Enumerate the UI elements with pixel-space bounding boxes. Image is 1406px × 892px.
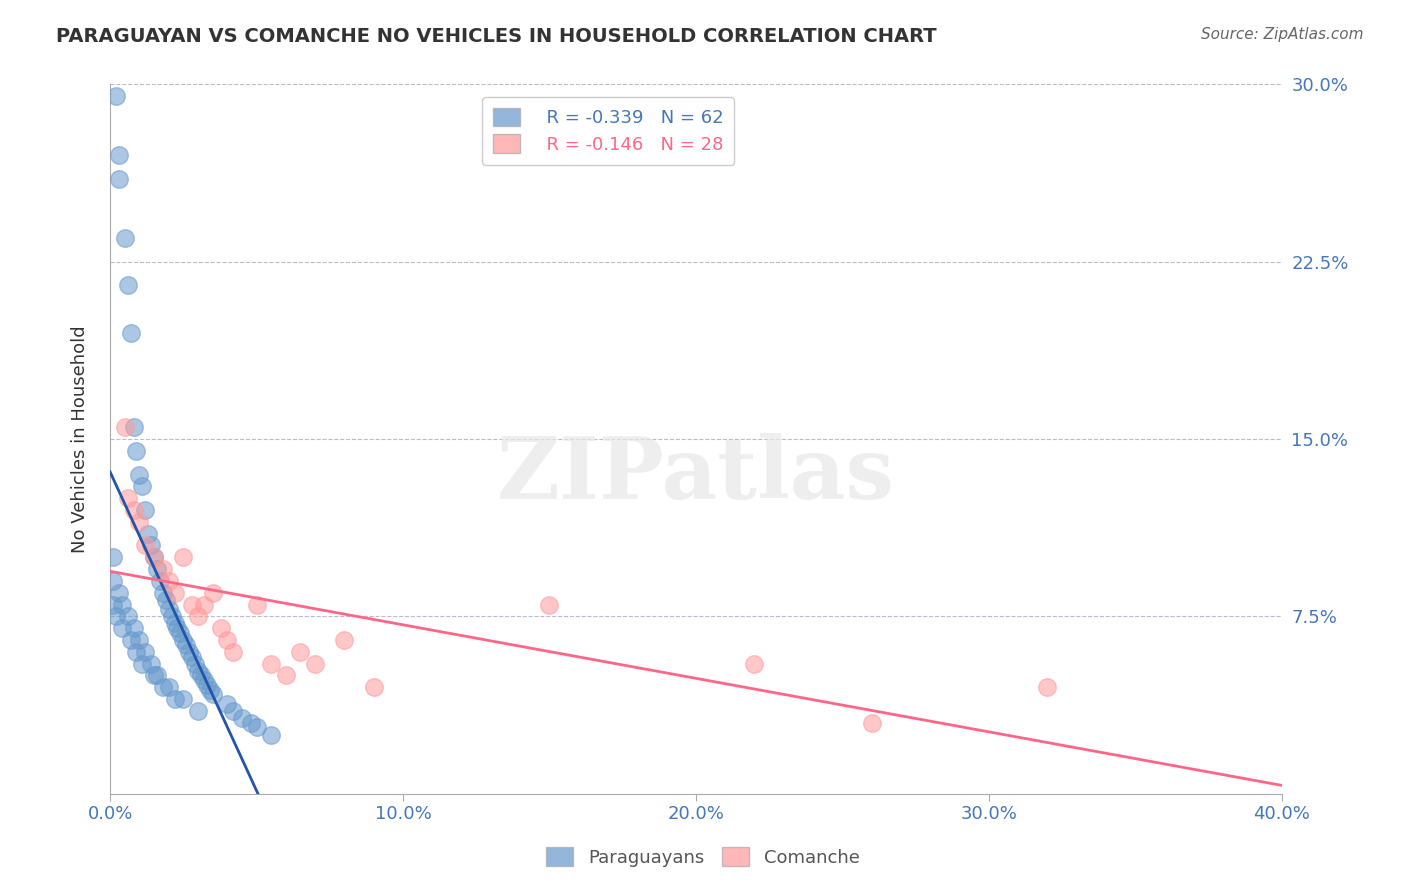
Point: [333, 632, 356, 647]
Point: [104, 609, 127, 624]
Point: [172, 692, 194, 706]
Point: [134, 645, 156, 659]
Point: [163, 692, 186, 706]
Point: [108, 585, 131, 599]
Point: [117, 278, 139, 293]
Point: [1036, 681, 1059, 695]
Point: [152, 562, 174, 576]
Point: [134, 503, 156, 517]
Text: Source: ZipAtlas.com: Source: ZipAtlas.com: [1201, 27, 1364, 42]
Point: [201, 585, 224, 599]
Point: [101, 598, 124, 612]
Point: [181, 598, 204, 612]
Point: [245, 598, 267, 612]
Point: [101, 550, 124, 565]
Point: [111, 598, 134, 612]
Point: [122, 420, 145, 434]
Point: [198, 682, 221, 697]
Point: [111, 621, 134, 635]
Point: [174, 638, 197, 652]
Point: [181, 649, 204, 664]
Point: [231, 711, 253, 725]
Point: [193, 673, 215, 688]
Point: [143, 550, 166, 565]
Point: [149, 574, 172, 588]
Point: [114, 231, 136, 245]
Point: [114, 420, 136, 434]
Point: [201, 687, 224, 701]
Point: [209, 621, 232, 635]
Point: [239, 715, 262, 730]
Point: [187, 664, 209, 678]
Point: [128, 632, 150, 647]
Legend:   R = -0.339   N = 62,   R = -0.146   N = 28: R = -0.339 N = 62, R = -0.146 N = 28: [482, 97, 734, 165]
Point: [108, 172, 131, 186]
Point: [136, 526, 159, 541]
Point: [122, 503, 145, 517]
Point: [744, 657, 766, 671]
Point: [117, 609, 139, 624]
Point: [139, 538, 162, 552]
Point: [122, 621, 145, 635]
Point: [128, 467, 150, 482]
Point: [222, 704, 245, 718]
Point: [143, 550, 166, 565]
Point: [538, 598, 561, 612]
Point: [179, 645, 201, 659]
Point: [184, 657, 207, 671]
Point: [290, 645, 312, 659]
Point: [260, 728, 283, 742]
Point: [222, 645, 245, 659]
Point: [860, 715, 883, 730]
Point: [155, 592, 177, 607]
Point: [131, 479, 153, 493]
Point: [128, 515, 150, 529]
Point: [143, 668, 166, 682]
Point: [187, 609, 209, 624]
Point: [139, 657, 162, 671]
Legend: Paraguayans, Comanche: Paraguayans, Comanche: [538, 840, 868, 874]
Point: [108, 148, 131, 162]
Point: [125, 645, 148, 659]
Point: [146, 562, 169, 576]
Point: [172, 550, 194, 565]
Point: [195, 678, 218, 692]
Point: [172, 632, 194, 647]
Point: [193, 598, 215, 612]
Point: [166, 621, 188, 635]
Point: [363, 681, 385, 695]
Text: ZIPatlas: ZIPatlas: [496, 433, 894, 516]
Point: [217, 697, 239, 711]
Point: [125, 443, 148, 458]
Point: [134, 538, 156, 552]
Point: [157, 681, 180, 695]
Point: [157, 574, 180, 588]
Point: [157, 602, 180, 616]
Point: [245, 721, 267, 735]
Point: [131, 657, 153, 671]
Point: [274, 668, 297, 682]
Point: [304, 657, 326, 671]
Point: [163, 616, 186, 631]
Point: [146, 668, 169, 682]
Point: [187, 704, 209, 718]
Point: [169, 626, 191, 640]
Point: [101, 574, 124, 588]
Point: [260, 657, 283, 671]
Point: [160, 609, 183, 624]
Point: [152, 585, 174, 599]
Point: [217, 632, 239, 647]
Point: [104, 89, 127, 103]
Text: PARAGUAYAN VS COMANCHE NO VEHICLES IN HOUSEHOLD CORRELATION CHART: PARAGUAYAN VS COMANCHE NO VEHICLES IN HO…: [56, 27, 936, 45]
Point: [120, 632, 142, 647]
Point: [190, 668, 212, 682]
Point: [163, 585, 186, 599]
Y-axis label: No Vehicles in Household: No Vehicles in Household: [72, 326, 89, 553]
Point: [120, 326, 142, 340]
Point: [117, 491, 139, 505]
Point: [152, 681, 174, 695]
